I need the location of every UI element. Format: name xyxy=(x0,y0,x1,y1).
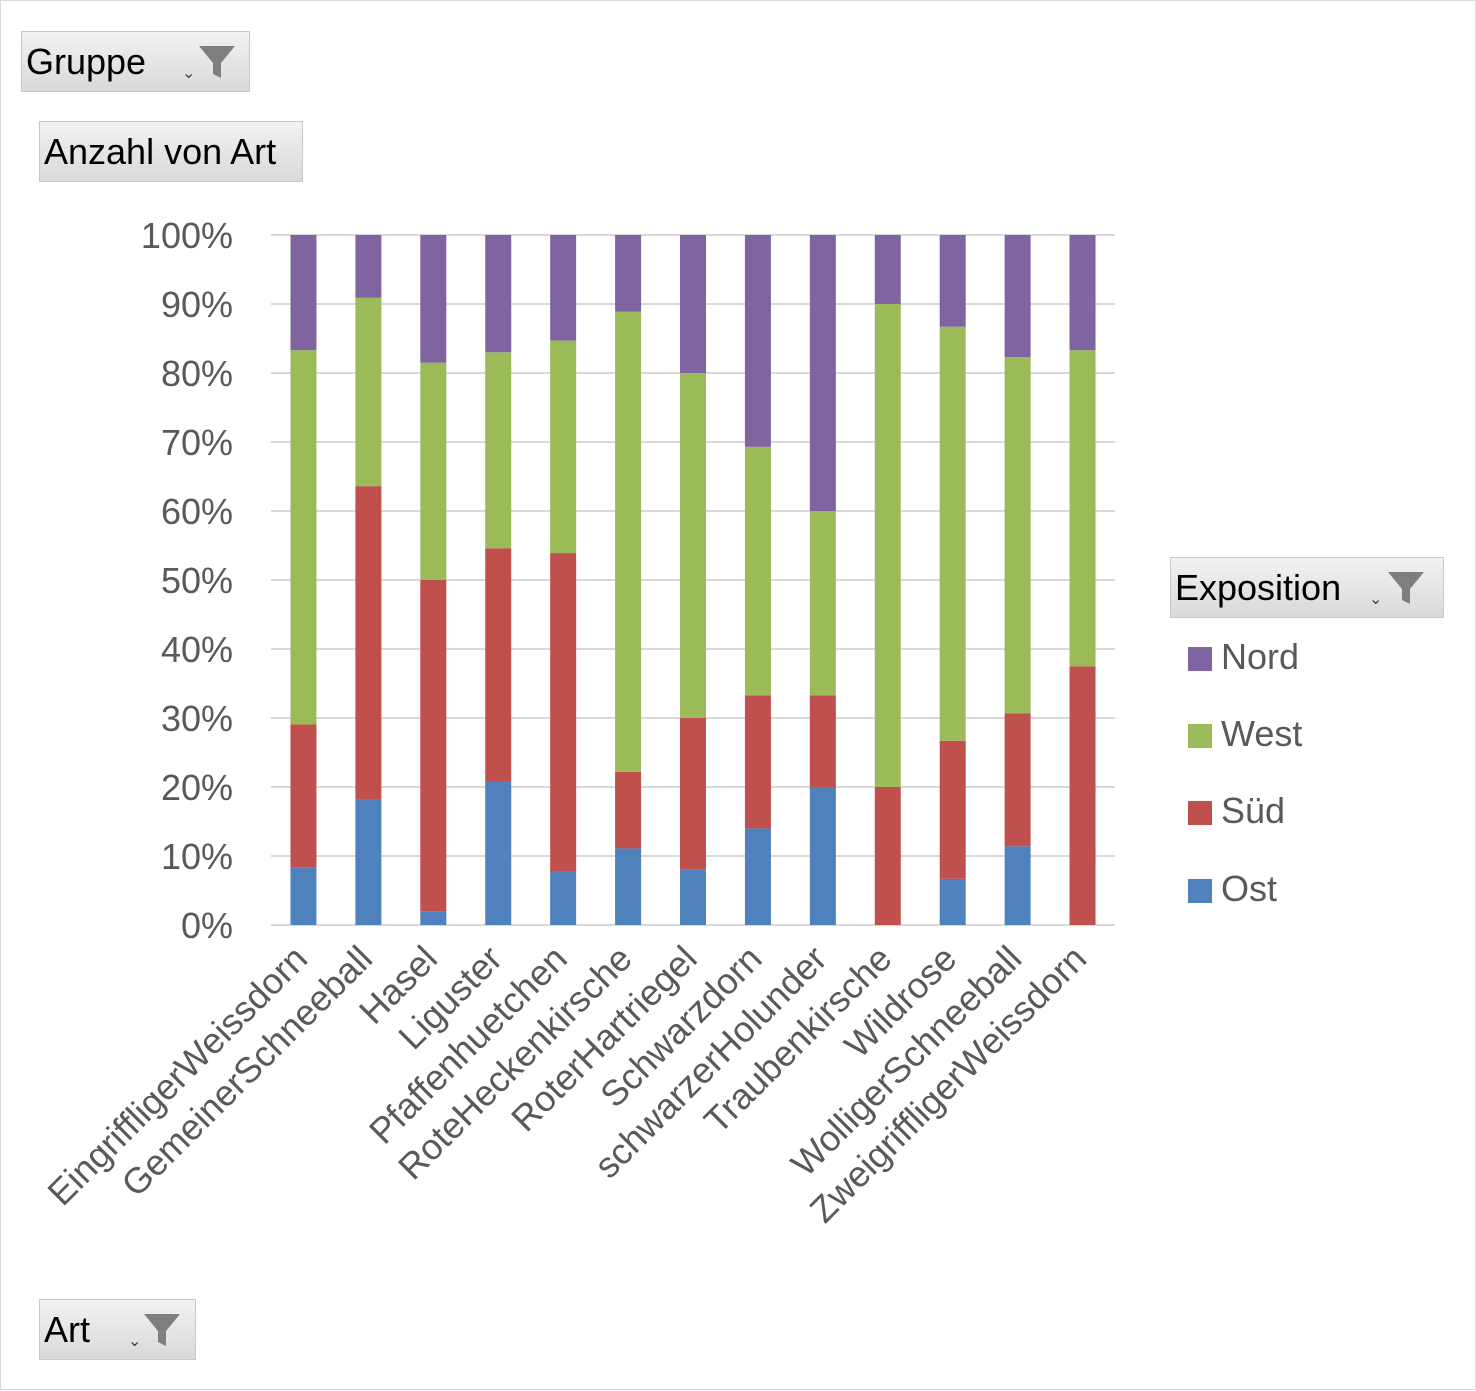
bar-segment-sud[interactable] xyxy=(1069,666,1096,925)
legend-label-ost: Ost xyxy=(1221,868,1278,909)
bar-segment-nord[interactable] xyxy=(355,235,382,298)
bar-segment-ost[interactable] xyxy=(615,848,642,925)
bar-segment-sud[interactable] xyxy=(1004,713,1031,847)
bar-segment-sud[interactable] xyxy=(744,695,771,829)
bar-segment-west[interactable] xyxy=(485,352,512,549)
y-tick-label: 20% xyxy=(161,767,233,808)
bar-segment-ost[interactable] xyxy=(290,867,317,925)
dropdown-arrow-icon: ⌄ xyxy=(1369,591,1383,608)
axis-field-label: Art xyxy=(44,1309,91,1350)
axis-field-button-art[interactable]: Art ⌄ xyxy=(39,1299,196,1360)
bar-segment-west[interactable] xyxy=(290,350,317,725)
bar-segment-west[interactable] xyxy=(809,511,836,696)
bar-segment-sud[interactable] xyxy=(939,740,966,879)
bar-segment-west[interactable] xyxy=(1069,350,1096,667)
bar-segment-sud[interactable] xyxy=(809,695,836,787)
bar-segment-west[interactable] xyxy=(939,326,966,741)
y-tick-label: 40% xyxy=(161,629,233,670)
bar-segment-nord[interactable] xyxy=(290,235,317,351)
bar-segment-nord[interactable] xyxy=(874,235,901,304)
bar-segment-nord[interactable] xyxy=(615,235,642,312)
bar-segment-sud[interactable] xyxy=(874,787,901,925)
y-tick-label: 10% xyxy=(161,836,233,877)
y-tick-label: 70% xyxy=(161,422,233,463)
legend-label-nord: Nord xyxy=(1221,636,1300,677)
funnel-icon[interactable] xyxy=(142,1310,182,1350)
y-tick-label: 50% xyxy=(161,560,233,601)
dropdown-arrow-icon: ⌄ xyxy=(128,1333,142,1350)
bar-segment-ost[interactable] xyxy=(809,787,836,925)
legend-swatch-sud xyxy=(1188,801,1212,825)
y-tick-label: 80% xyxy=(161,353,233,394)
value-field-label: Anzahl von Art xyxy=(44,131,277,172)
legend-label-sud: Süd xyxy=(1221,790,1286,831)
bar-segment-sud[interactable] xyxy=(290,724,317,868)
y-tick-label: 90% xyxy=(161,284,233,325)
legend-field-button-exposition[interactable]: Exposition ⌄ xyxy=(1170,557,1444,618)
bar-segment-ost[interactable] xyxy=(420,911,447,925)
report-filter-label: Gruppe xyxy=(26,41,147,82)
y-tick-label: 0% xyxy=(181,905,233,946)
bar-segment-nord[interactable] xyxy=(744,235,771,447)
bar-segment-sud[interactable] xyxy=(420,580,447,912)
bar-segment-west[interactable] xyxy=(1004,357,1031,714)
bar-segment-nord[interactable] xyxy=(550,235,577,341)
dropdown-arrow-icon: ⌄ xyxy=(182,65,196,82)
bar-segment-west[interactable] xyxy=(355,297,382,487)
legend-swatch-ost xyxy=(1188,879,1212,903)
y-tick-label: 60% xyxy=(161,491,233,532)
bar-segment-west[interactable] xyxy=(874,304,901,787)
legend-swatch-nord xyxy=(1188,647,1212,671)
bar-segment-nord[interactable] xyxy=(1004,235,1031,358)
report-filter-button-gruppe[interactable]: Gruppe ⌄ xyxy=(21,31,250,92)
bar-segment-nord[interactable] xyxy=(680,235,706,373)
bar-segment-west[interactable] xyxy=(615,311,642,772)
bar-segment-ost[interactable] xyxy=(939,878,966,925)
legend-swatch-west xyxy=(1188,724,1212,748)
bar-segment-west[interactable] xyxy=(550,340,577,554)
bar-segment-nord[interactable] xyxy=(939,235,966,327)
funnel-icon[interactable] xyxy=(1386,568,1426,608)
bar-segment-ost[interactable] xyxy=(485,781,512,925)
bar-segment-west[interactable] xyxy=(744,446,771,696)
bar-segment-sud[interactable] xyxy=(550,553,577,872)
x-tick-label: EingriffligerWeissdorn xyxy=(39,938,315,1214)
y-tick-label: 100% xyxy=(141,215,233,256)
bar-segment-ost[interactable] xyxy=(355,799,382,925)
bar-segment-west[interactable] xyxy=(420,362,447,580)
bar-segment-nord[interactable] xyxy=(809,235,836,511)
bar-segment-ost[interactable] xyxy=(680,869,706,925)
bar-segment-ost[interactable] xyxy=(1004,846,1031,925)
value-field-button[interactable]: Anzahl von Art xyxy=(39,121,303,182)
bar-segment-nord[interactable] xyxy=(1069,235,1096,351)
y-tick-label: 30% xyxy=(161,698,233,739)
bar-segment-west[interactable] xyxy=(680,373,706,718)
bar-segment-nord[interactable] xyxy=(485,235,512,353)
bar-segment-sud[interactable] xyxy=(485,548,512,782)
bar-segment-ost[interactable] xyxy=(744,828,771,925)
bar-segment-ost[interactable] xyxy=(550,871,577,925)
legend-field-label: Exposition xyxy=(1175,567,1342,608)
bar-segment-nord[interactable] xyxy=(420,235,447,363)
bar-segment-sud[interactable] xyxy=(680,718,706,870)
legend-label-west: West xyxy=(1221,713,1303,754)
funnel-icon[interactable] xyxy=(197,42,237,82)
bar-segment-sud[interactable] xyxy=(355,486,382,800)
bar-segment-sud[interactable] xyxy=(615,771,642,849)
